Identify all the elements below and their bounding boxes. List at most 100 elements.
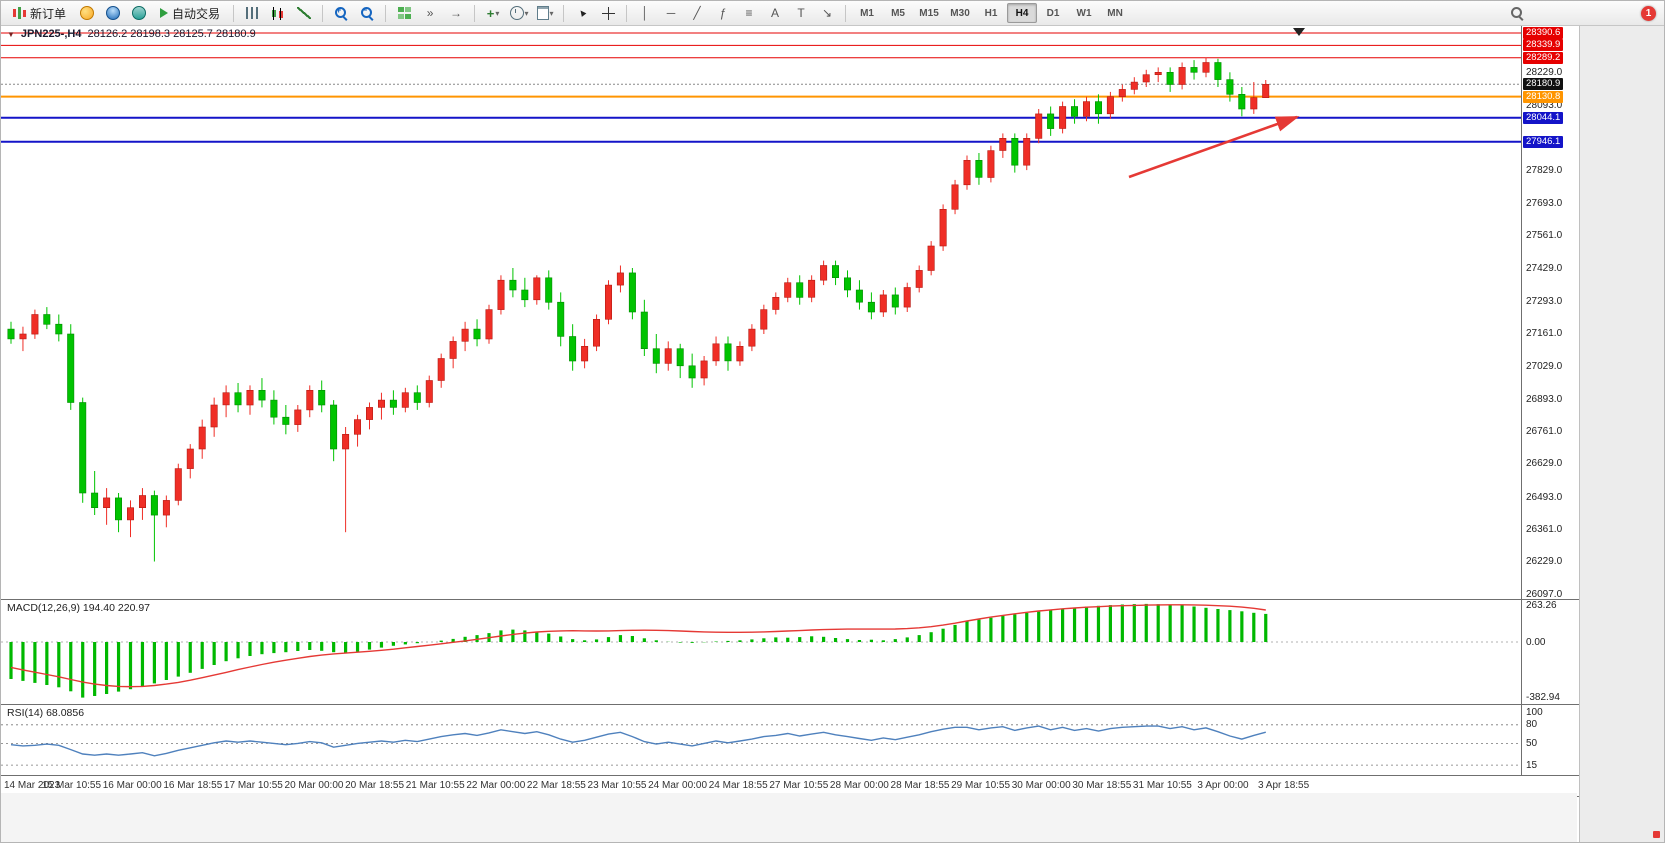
candle: [258, 389, 266, 401]
timeframe-h1-button[interactable]: H1: [984, 7, 998, 19]
candle: [162, 500, 170, 516]
bottom-filler: [1, 793, 1577, 842]
candle: [7, 328, 15, 340]
community-icon[interactable]: [101, 2, 125, 24]
candle: [808, 279, 816, 298]
rsi-axis-label: 15: [1526, 759, 1538, 771]
time-axis-label: 20 Mar 00:00: [284, 780, 344, 791]
candle: [676, 348, 684, 367]
magnifier-icon: [1510, 6, 1524, 20]
candle: [1035, 113, 1043, 139]
separator: [845, 4, 847, 22]
timeframe-m1-button[interactable]: M1: [860, 7, 874, 19]
rsi-chart[interactable]: [1, 705, 1521, 774]
auto-trading-button[interactable]: 自动交易: [153, 2, 227, 24]
line-chart-mode-icon[interactable]: [292, 2, 316, 24]
candle: [700, 360, 708, 379]
macd-axis-label: -382.94: [1526, 692, 1560, 703]
candle: [485, 309, 493, 340]
candle: [270, 399, 278, 418]
candle: [688, 365, 696, 379]
candle: [1130, 81, 1138, 90]
price-axis[interactable]: 28229.0 28093.0 27829.0 27693.0 27561.0 27429…: [1521, 25, 1580, 600]
macd-chart[interactable]: [1, 600, 1521, 703]
periods-button[interactable]: ▾: [507, 2, 531, 24]
candle: [67, 333, 75, 403]
candle: [760, 309, 768, 330]
trendline-tool-icon[interactable]: ╱: [685, 2, 709, 24]
rsi-panel[interactable]: RSI(14) 68.0856 100 80 50 15: [1, 705, 1580, 776]
candle: [342, 433, 350, 450]
resistance-price-tag: 28289.2: [1523, 51, 1564, 64]
timeframe-d1-button[interactable]: D1: [1046, 7, 1060, 19]
time-axis[interactable]: 14 Mar 2023 15 Mar 10:55 16 Mar 00:00 16 Ma…: [1, 776, 1579, 797]
time-axis-label: 31 Mar 10:55: [1132, 780, 1192, 791]
fibonacci-tool-icon[interactable]: ƒ: [711, 2, 735, 24]
candle: [664, 348, 672, 364]
timeframe-m30-button[interactable]: M30: [950, 7, 970, 19]
cycle-lines-tool-icon[interactable]: ≡: [737, 2, 761, 24]
rsi-axis[interactable]: 100 80 50 15: [1521, 705, 1580, 775]
candle: [951, 184, 959, 210]
candle: [1059, 106, 1067, 129]
tile-windows-icon[interactable]: [392, 2, 416, 24]
candle: [1083, 101, 1091, 117]
zoom-out-icon[interactable]: −: [355, 2, 379, 24]
separator: [626, 4, 628, 22]
macd-panel[interactable]: MACD(12,26,9) 194.40 220.97 263.26 0.00 -3…: [1, 600, 1580, 705]
price-chart-panel[interactable]: ▼ JPN225-,H4 28126.2 28198.3 28125.7 281…: [1, 25, 1580, 600]
indicators-button[interactable]: + ▾: [481, 2, 505, 24]
lens-icon: −: [360, 5, 374, 20]
candle: [533, 277, 541, 301]
search-icon[interactable]: [1505, 2, 1529, 24]
templates-button[interactable]: ▾: [533, 2, 557, 24]
candle: [1095, 101, 1103, 115]
candle: [963, 160, 971, 186]
minus-sign: −: [362, 5, 368, 15]
candle: [1214, 62, 1222, 80]
mql5-icon[interactable]: [75, 2, 99, 24]
rsi-header: RSI(14) 68.0856: [7, 707, 85, 719]
candle: [353, 419, 361, 435]
price-axis-label: 26097.0: [1526, 588, 1563, 600]
cursor-tool-icon[interactable]: ▲: [570, 2, 594, 24]
notification-badge[interactable]: 1: [1641, 5, 1656, 21]
label-tool-icon[interactable]: T: [789, 2, 813, 24]
timeframe-mn-button[interactable]: MN: [1107, 7, 1123, 19]
auto-trading-label: 自动交易: [172, 6, 221, 21]
timeframe-m5-button[interactable]: M5: [891, 7, 905, 19]
candle: [55, 323, 63, 335]
trend-arrow-annotation[interactable]: [1128, 115, 1300, 179]
candlestick-chart[interactable]: [1, 25, 1521, 598]
price-axis-label: 26361.0: [1526, 523, 1563, 535]
bar-chart-mode-icon[interactable]: [240, 2, 264, 24]
candle: [19, 333, 27, 340]
price-axis-label: 27293.0: [1526, 295, 1563, 307]
dropdown-icon: ▾: [524, 8, 529, 18]
zoom-in-icon[interactable]: +: [329, 2, 353, 24]
candle: [820, 265, 828, 281]
price-axis-label: 28093.0: [1526, 100, 1563, 112]
candlestick-mode-icon[interactable]: [266, 2, 290, 24]
text-tool-icon[interactable]: A: [763, 2, 787, 24]
new-order-button[interactable]: 新订单: [5, 2, 73, 24]
arrows-tool-icon[interactable]: ↘: [815, 2, 839, 24]
horizontal-line-tool-icon[interactable]: ─: [659, 2, 683, 24]
vertical-line-tool-icon[interactable]: │: [633, 2, 657, 24]
candle: [1190, 67, 1198, 73]
chart-shift-icon[interactable]: →: [444, 2, 468, 24]
plus-sign: +: [336, 5, 342, 15]
timeframe-m15-button[interactable]: M15: [919, 7, 939, 19]
web-terminal-icon[interactable]: [127, 2, 151, 24]
candle: [282, 416, 290, 425]
candle: [1011, 138, 1019, 166]
candle: [389, 399, 397, 408]
crosshair-tool-icon[interactable]: [596, 2, 620, 24]
dropdown-icon: ▾: [495, 8, 500, 18]
timeframe-h4-button[interactable]: H4: [1007, 3, 1038, 23]
timeframe-w1-button[interactable]: W1: [1076, 7, 1092, 19]
candle: [831, 265, 839, 278]
fibonacci-tool-glyph: ƒ: [719, 6, 727, 20]
macd-axis[interactable]: 263.26 0.00 -382.94: [1521, 600, 1580, 704]
auto-scroll-icon[interactable]: »: [418, 2, 442, 24]
